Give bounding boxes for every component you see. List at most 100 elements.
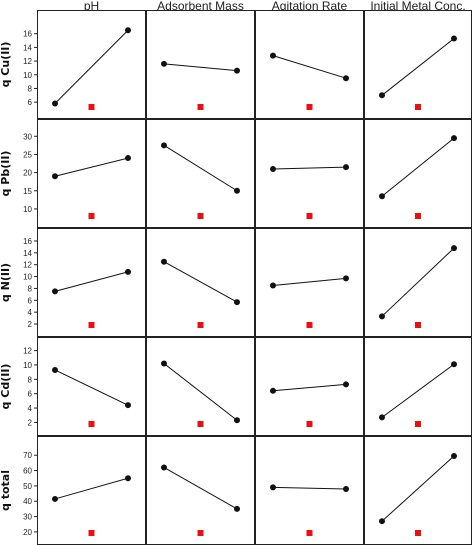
effect-point: [270, 165, 276, 172]
panel-frame: [146, 436, 255, 545]
level-marker: [306, 421, 313, 427]
level-marker: [415, 213, 421, 219]
level-marker: [415, 322, 421, 328]
effect-line-q-cu-ii-initial-metal-conc: [381, 38, 455, 96]
level-marker: [306, 213, 313, 219]
panels: 6 8 10 12 14 16 10 15 20 25 30 2 4 6 8 10 12 14 16 2 4 6 8 10 12…: [23, 10, 472, 545]
effect-point: [379, 193, 385, 200]
effect-point: [379, 313, 385, 320]
column-title-adsorbent-mass: Adsorbent Mass: [157, 0, 244, 13]
effect-line-q-cd-ii-ph: [54, 369, 129, 406]
y-tick-label: 6: [28, 296, 33, 305]
y-tick-label: 16: [23, 30, 32, 39]
panel-frame: [364, 436, 472, 545]
level-marker: [306, 104, 313, 110]
effect-point: [451, 135, 457, 142]
effect-point: [125, 268, 131, 275]
effect-point: [451, 452, 457, 459]
level-marker: [88, 213, 95, 219]
y-tick-label: 30: [23, 132, 32, 141]
panel-frame: [37, 436, 146, 545]
effect-line-q-total-agitation-rate: [272, 486, 347, 490]
column-title-ph: pH: [84, 0, 99, 13]
column-title-initial-metal-conc: Initial Metal Conc.: [370, 0, 465, 13]
level-marker: [415, 530, 421, 536]
y-tick-label: 25: [23, 150, 32, 159]
level-marker: [88, 104, 95, 110]
y-tick-label: 20: [23, 169, 32, 178]
effect-point: [379, 518, 385, 525]
level-marker: [197, 104, 204, 110]
effect-point: [234, 417, 240, 424]
y-tick-label: 8: [28, 284, 33, 293]
y-tick-label: 8: [28, 84, 33, 93]
y-tick-label: 6: [28, 390, 33, 399]
effect-point: [161, 360, 167, 367]
y-tick-label: 30: [23, 513, 32, 522]
level-marker: [88, 421, 95, 427]
effect-line-q-total-adsorbent-mass: [163, 467, 238, 510]
row-labels: q Cu(II) q Pb(II) q N(II) q Cd(II) q total: [0, 42, 12, 511]
effect-point: [234, 505, 240, 512]
panel-frame: [364, 10, 472, 119]
y-tick-label: 70: [23, 451, 32, 460]
y-tick-label: 4: [28, 308, 33, 317]
y-tick-label: 10: [23, 205, 32, 214]
effect-point: [52, 495, 58, 502]
effect-line-q-total-ph: [54, 477, 129, 500]
effect-point: [343, 164, 349, 171]
row-label-q-total: q total: [0, 470, 12, 511]
panel-frame: [146, 228, 255, 337]
effect-line-q-pb-ii-initial-metal-conc: [381, 137, 455, 197]
panel-frame: [364, 337, 472, 436]
effect-point: [451, 361, 457, 368]
panel-frame: [37, 337, 146, 436]
level-marker: [306, 530, 313, 536]
row-label-q-cu-ii: q Cu(II): [0, 42, 12, 88]
effect-point: [451, 245, 457, 252]
effect-point: [270, 52, 276, 59]
effect-line-q-total-initial-metal-conc: [381, 455, 455, 522]
effect-point: [161, 142, 167, 149]
y-tick-label: 10: [23, 273, 32, 282]
effect-point: [234, 187, 240, 194]
level-marker: [88, 530, 95, 536]
effect-point: [52, 100, 58, 107]
effect-point: [270, 484, 276, 491]
effect-point: [52, 366, 58, 373]
level-marker: [415, 104, 421, 110]
y-tick-label: 12: [23, 261, 32, 270]
effect-point: [125, 27, 131, 34]
level-marker: [88, 322, 95, 328]
panel-frame: [255, 119, 364, 228]
effect-line-q-n-ii-initial-metal-conc: [381, 247, 455, 317]
y-tick-label: 10: [23, 361, 32, 370]
level-marker: [306, 322, 313, 328]
effect-point: [52, 173, 58, 180]
level-marker: [415, 421, 421, 427]
effect-point: [343, 485, 349, 492]
y-tick-label: 14: [23, 43, 32, 52]
y-tick-label: 15: [23, 187, 32, 196]
level-marker: [197, 322, 204, 328]
panel-frame: [146, 119, 255, 228]
panel-frame: [37, 228, 146, 337]
y-tick-label: 10: [23, 71, 32, 80]
y-tick-label: 16: [23, 237, 32, 246]
effect-point: [270, 387, 276, 394]
y-tick-label: 6: [28, 98, 33, 107]
y-tick-label: 50: [23, 482, 32, 491]
effect-line-q-cd-ii-agitation-rate: [272, 383, 347, 392]
column-title-agitation-rate: Agitation Rate: [272, 0, 348, 13]
effect-point: [451, 35, 457, 42]
effect-point: [343, 381, 349, 388]
y-tick-label: 40: [23, 497, 32, 506]
column-titles: pH Adsorbent Mass Agitation Rate Initial Me…: [84, 0, 466, 13]
effect-point: [343, 75, 349, 82]
y-tick-label: 8: [28, 375, 33, 384]
y-tick-label: 4: [28, 404, 33, 413]
effect-point: [343, 275, 349, 282]
panel-frame: [255, 10, 364, 119]
y-tick-label: 14: [23, 249, 32, 258]
